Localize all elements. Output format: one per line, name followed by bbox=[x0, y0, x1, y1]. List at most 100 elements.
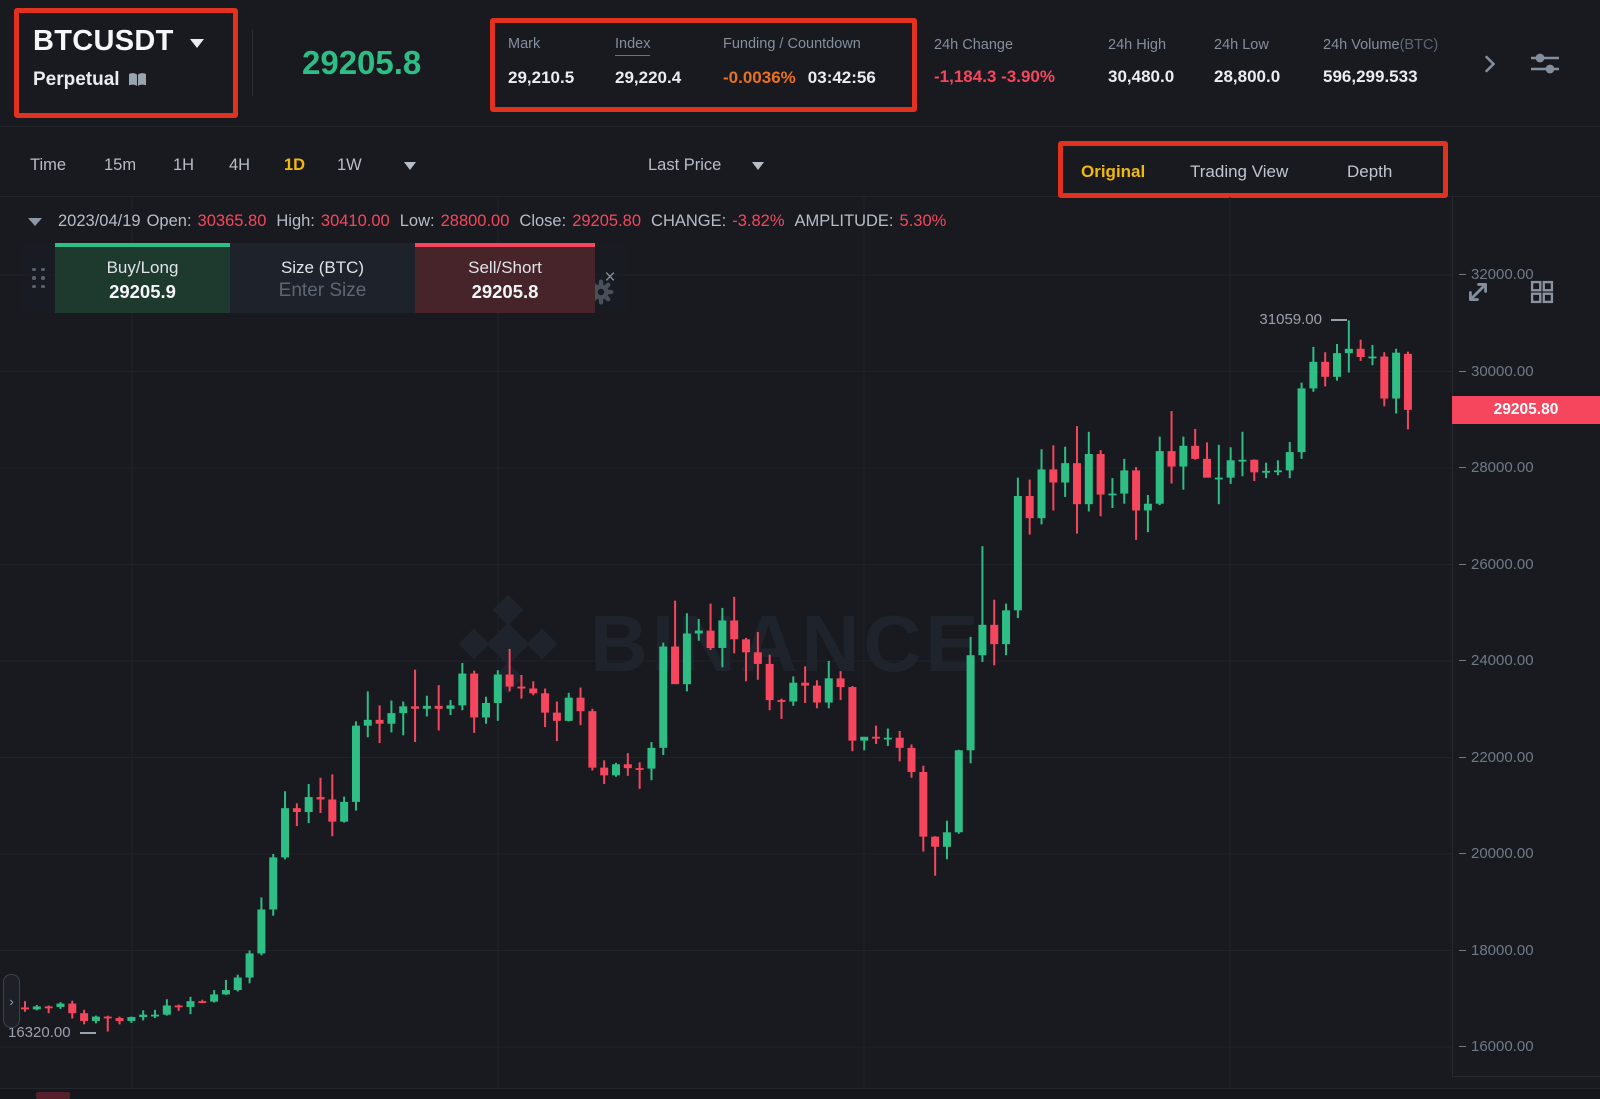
candle-body bbox=[848, 687, 857, 741]
candle-wick bbox=[402, 701, 405, 736]
candle-body bbox=[1273, 470, 1282, 473]
interval-1w[interactable]: 1W bbox=[337, 156, 362, 174]
candle-body bbox=[1297, 388, 1306, 453]
time-axis-strip[interactable] bbox=[0, 1088, 1600, 1099]
candle-body bbox=[718, 620, 727, 648]
candle-body bbox=[1191, 445, 1200, 459]
more-stats-chevron-icon[interactable] bbox=[1484, 55, 1496, 73]
interval-dropdown-icon[interactable] bbox=[404, 162, 416, 170]
candle-body bbox=[245, 953, 254, 978]
price-mode-selector[interactable]: Last Price bbox=[648, 156, 722, 174]
candle-body bbox=[115, 1018, 124, 1021]
sell-short-label: Sell/Short bbox=[468, 257, 542, 277]
candle-body bbox=[931, 836, 940, 847]
y-axis-label: 16000.00 bbox=[1459, 1038, 1534, 1055]
candle-body bbox=[1037, 469, 1046, 519]
stat-label-unit: (BTC) bbox=[1399, 37, 1439, 53]
candle-wick bbox=[1371, 344, 1374, 366]
candle-body bbox=[221, 990, 230, 995]
price-mode-dropdown-icon[interactable] bbox=[752, 162, 764, 170]
candle-body bbox=[635, 768, 644, 770]
drag-handle[interactable] bbox=[22, 243, 55, 313]
index-price[interactable]: Index 29,220.4 bbox=[615, 35, 681, 87]
low-value: 28800.00 bbox=[440, 212, 510, 230]
book-icon[interactable] bbox=[128, 72, 147, 88]
candle-body bbox=[1049, 469, 1058, 483]
interval-time[interactable]: Time bbox=[30, 156, 67, 174]
candle-body bbox=[1084, 454, 1093, 505]
tab-depth[interactable]: Depth bbox=[1347, 162, 1393, 181]
candle-body bbox=[127, 1017, 136, 1021]
candle-wick bbox=[709, 603, 712, 650]
candle-body bbox=[753, 652, 762, 664]
candle-wick bbox=[1217, 444, 1220, 505]
expand-side-panel-button[interactable]: › bbox=[3, 974, 20, 1028]
candle-wick bbox=[295, 803, 298, 827]
candle-body bbox=[777, 700, 786, 702]
candle-body bbox=[824, 678, 833, 703]
chart-toolbar: Time 15m 1H 4H 1D 1W bbox=[0, 128, 1600, 305]
candle-body bbox=[1132, 470, 1141, 511]
candle-body bbox=[434, 705, 443, 709]
sell-short-button[interactable]: Sell/Short 29205.8 bbox=[415, 243, 595, 313]
candle-body bbox=[32, 1006, 41, 1010]
candle-body bbox=[351, 725, 360, 802]
interval-1h[interactable]: 1H bbox=[173, 156, 195, 174]
symbol-selector[interactable]: BTCUSDT Perpetual bbox=[14, 8, 238, 118]
y-axis-label: 30000.00 bbox=[1459, 363, 1534, 380]
contract-type-row: Perpetual bbox=[33, 69, 147, 91]
candle-body bbox=[56, 1003, 65, 1007]
amplitude-label: AMPLITUDE: bbox=[794, 212, 894, 230]
candle-body bbox=[470, 673, 479, 718]
candle-body bbox=[552, 712, 561, 721]
chart-view-tabs: Original Trading View Depth bbox=[1058, 141, 1448, 198]
interval-1d[interactable]: 1D bbox=[284, 156, 306, 174]
candlestick-chart[interactable] bbox=[0, 197, 1452, 1088]
annotation-dash bbox=[1331, 318, 1347, 321]
candle-body bbox=[68, 1003, 77, 1014]
candle-body bbox=[541, 693, 550, 713]
layout-grid-icon[interactable] bbox=[1528, 278, 1556, 306]
candle-wick bbox=[745, 637, 748, 682]
high-price-annotation: 31059.00 bbox=[1259, 311, 1347, 328]
candle-body bbox=[1403, 353, 1412, 410]
candle-wick bbox=[981, 546, 984, 662]
close-panel-icon[interactable]: × bbox=[604, 267, 616, 288]
candle-wick bbox=[1265, 462, 1268, 479]
stat-value: 28,800.0 bbox=[1214, 67, 1281, 86]
funding-rate: -0.0036% bbox=[723, 68, 796, 87]
collapse-ohlc-icon[interactable] bbox=[28, 217, 42, 226]
candle-body bbox=[174, 1005, 183, 1008]
tab-trading-view[interactable]: Trading View bbox=[1190, 162, 1289, 181]
low-label: Low: bbox=[399, 212, 435, 230]
open-value: 30365.80 bbox=[197, 212, 267, 230]
index-label[interactable]: Index bbox=[615, 36, 651, 56]
candle-body bbox=[789, 682, 798, 702]
fullscreen-expand-icon[interactable] bbox=[1464, 278, 1492, 306]
candle-body bbox=[1002, 610, 1011, 645]
quick-trade-panel: Buy/Long 29205.9 Size (BTC) Enter Size S… bbox=[22, 243, 626, 313]
candle-body bbox=[1356, 348, 1365, 358]
candle-wick bbox=[366, 691, 369, 738]
ohlc-info-bar: 2023/04/19 Open: 30365.80 High: 30410.00… bbox=[28, 212, 956, 231]
candle-wick bbox=[555, 701, 558, 742]
size-input[interactable]: Size (BTC) Enter Size bbox=[230, 243, 415, 313]
candle-wick bbox=[154, 1009, 157, 1019]
buy-long-button[interactable]: Buy/Long 29205.9 bbox=[55, 243, 230, 313]
candle-body bbox=[103, 1016, 112, 1019]
price-axis[interactable]: 32000.00 30000.00 28000.00 26000.00 24000.00… bbox=[1452, 197, 1600, 1077]
candle-body bbox=[505, 674, 514, 687]
candle-body bbox=[1214, 477, 1223, 480]
interval-4h[interactable]: 4H bbox=[229, 156, 251, 174]
interval-15m[interactable]: 15m bbox=[104, 156, 137, 174]
candle-body bbox=[281, 808, 290, 858]
tab-original[interactable]: Original bbox=[1081, 162, 1146, 181]
candle-body bbox=[1072, 463, 1081, 505]
candle-wick bbox=[1111, 478, 1114, 509]
candle-body bbox=[517, 686, 526, 689]
y-axis-label: 26000.00 bbox=[1459, 556, 1534, 573]
candle-wick bbox=[1194, 428, 1197, 460]
change-value: -3.82% bbox=[732, 212, 785, 230]
symbol-row[interactable]: BTCUSDT bbox=[33, 25, 204, 58]
preferences-sliders-icon[interactable] bbox=[1528, 50, 1562, 78]
